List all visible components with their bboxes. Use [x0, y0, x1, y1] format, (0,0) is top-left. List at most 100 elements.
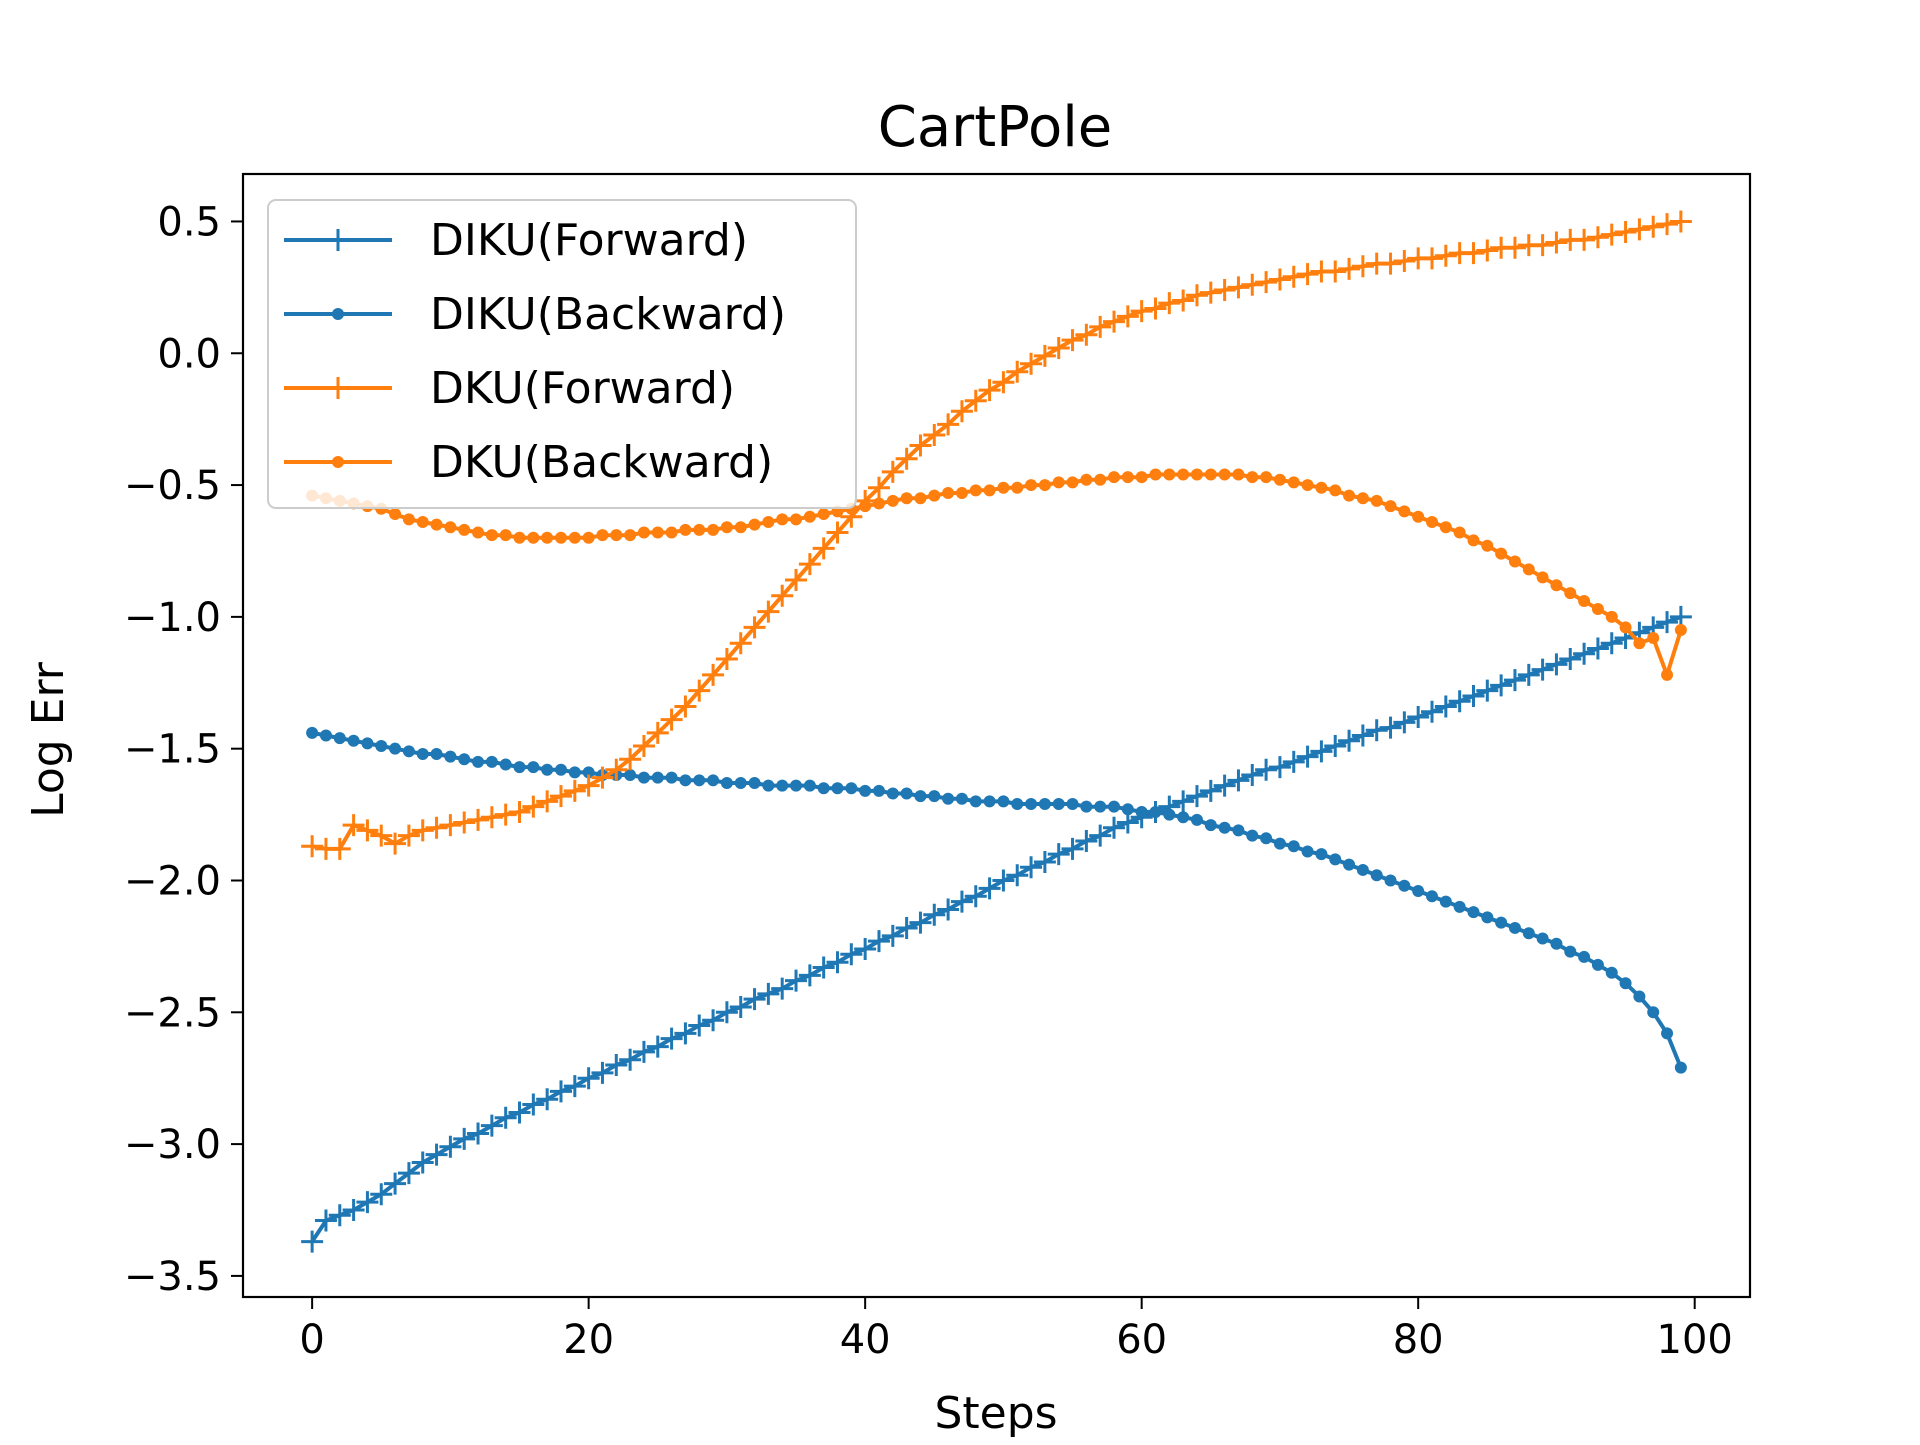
data-point: [411, 1151, 434, 1174]
data-point: [748, 776, 761, 789]
data-point: [1241, 273, 1264, 296]
data-point: [1033, 344, 1056, 367]
data-point: [881, 460, 904, 483]
series-diku-forward: [301, 605, 1692, 1253]
data-point: [1172, 289, 1195, 312]
data-point: [1481, 911, 1494, 924]
data-point: [923, 903, 946, 926]
data-point: [969, 484, 982, 497]
data-point: [955, 486, 968, 499]
series-dku-forward: [301, 210, 1692, 860]
data-point: [458, 753, 471, 766]
data-point: [1199, 281, 1222, 304]
data-point: [1370, 869, 1383, 882]
data-point: [978, 379, 1001, 402]
data-point: [867, 930, 890, 953]
data-point: [1578, 950, 1591, 963]
data-point: [1467, 534, 1480, 547]
data-point: [776, 779, 789, 792]
data-point: [1047, 843, 1070, 866]
data-point: [1315, 481, 1328, 494]
data-point: [624, 529, 637, 542]
data-point: [485, 755, 498, 768]
data-point: [619, 1048, 642, 1071]
data-point: [854, 938, 877, 961]
x-tick-label: 0: [299, 1317, 324, 1363]
data-point: [886, 787, 899, 800]
data-point: [1260, 471, 1273, 484]
data-point: [1038, 798, 1051, 811]
data-point: [1600, 223, 1623, 246]
data-point: [867, 476, 890, 499]
data-point: [1255, 758, 1278, 781]
data-point: [494, 803, 517, 826]
data-point: [1591, 602, 1604, 615]
data-point: [651, 771, 664, 784]
data-point: [499, 529, 512, 542]
data-point: [582, 531, 595, 544]
data-point: [693, 774, 706, 787]
data-point: [715, 648, 738, 671]
data-point: [1218, 468, 1231, 481]
data-point: [665, 771, 678, 784]
data-point: [707, 523, 720, 536]
series-line: [311, 472, 1683, 677]
y-tick-label: −1.0: [124, 595, 221, 641]
data-point: [591, 766, 614, 789]
data-point: [1343, 489, 1356, 502]
data-point: [549, 785, 572, 808]
data-point: [729, 996, 752, 1019]
data-point: [757, 982, 780, 1005]
data-point: [347, 734, 360, 747]
data-point: [480, 806, 503, 829]
data-point: [1185, 785, 1208, 808]
legend-entry: DKU(Backward): [284, 437, 773, 488]
data-point: [1619, 621, 1632, 634]
data-point: [1421, 700, 1444, 723]
data-point: [541, 531, 554, 544]
data-point: [762, 515, 775, 528]
data-point: [674, 695, 697, 718]
data-point: [707, 774, 720, 787]
data-point: [1384, 500, 1397, 513]
y-axis-label: Log Err: [23, 661, 74, 818]
data-point: [1047, 336, 1070, 359]
data-point: [1227, 769, 1250, 792]
data-point: [1190, 468, 1203, 481]
data-point: [660, 1027, 683, 1050]
data-point: [762, 779, 775, 792]
data-point: [591, 1061, 614, 1084]
legend-label: DIKU(Forward): [430, 215, 748, 266]
y-tick-label: 0.5: [157, 199, 221, 245]
x-tick-label: 60: [1116, 1317, 1167, 1363]
data-point: [1094, 473, 1107, 486]
data-point: [1287, 840, 1300, 853]
data-point: [942, 486, 955, 499]
y-tick-label: −1.5: [124, 727, 221, 773]
data-point: [845, 782, 858, 795]
data-point: [1130, 300, 1153, 323]
data-point: [577, 1067, 600, 1090]
data-point: [790, 779, 803, 792]
data-point: [1301, 845, 1314, 858]
data-point: [632, 1040, 655, 1063]
data-point: [624, 769, 637, 782]
data-point: [743, 616, 766, 639]
data-point: [1268, 268, 1291, 291]
data-point: [895, 447, 918, 470]
data-point: [444, 750, 457, 763]
legend-box: [267, 199, 857, 509]
data-point: [1103, 816, 1126, 839]
data-point: [1273, 837, 1286, 850]
data-point: [314, 1209, 337, 1232]
data-point: [660, 708, 683, 731]
data-point: [1398, 505, 1411, 518]
legend-marker: [327, 229, 349, 251]
data-point: [1185, 284, 1208, 307]
data-point: [720, 776, 733, 789]
data-point: [1467, 906, 1480, 919]
data-point: [1218, 821, 1231, 834]
data-point: [1550, 579, 1563, 592]
data-point: [582, 766, 595, 779]
